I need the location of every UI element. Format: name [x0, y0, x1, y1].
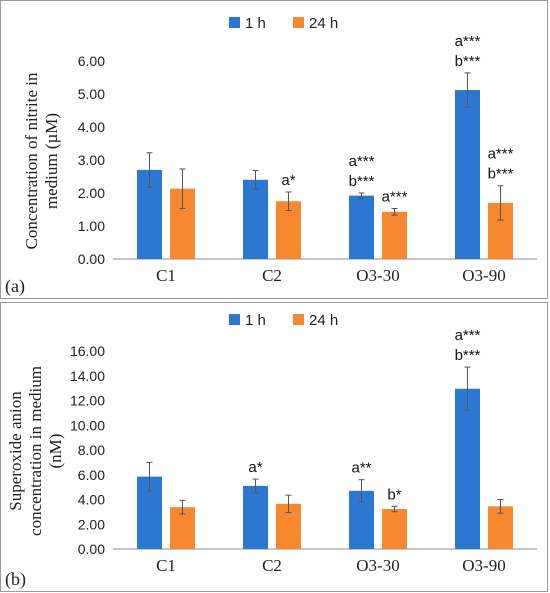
y-axis-title: (nM) — [46, 434, 65, 469]
y-axis-title: Concentration of nitrite in — [22, 72, 41, 250]
bar-1h — [455, 90, 480, 259]
x-category-label: C2 — [262, 556, 282, 575]
legend-swatch-1 — [293, 17, 304, 28]
x-category-label: O3-30 — [356, 556, 399, 575]
chart-panel-a: 1 h 24 h 0.00 1.00 2.00 3.00 4.00 5.00 6.00 Conce… — [0, 0, 548, 299]
bar-24h — [382, 211, 407, 259]
significance-label: a** — [351, 460, 371, 477]
legend-label-0: 1 h — [245, 312, 266, 329]
legend-label-1: 24 h — [309, 15, 338, 32]
significance-label: a*** — [382, 189, 408, 206]
legend-swatch-0 — [229, 17, 240, 28]
legend-label-1: 24 h — [309, 312, 338, 329]
y-tick-label: 6.00 — [78, 467, 105, 483]
chart-panel-b: 1 h 24 h 0.00 2.00 4.00 6.00 8.00 10.00 12.00 14.… — [0, 302, 548, 592]
y-tick-label: 0.00 — [78, 251, 105, 267]
y-tick-label: 16.00 — [70, 343, 105, 359]
bar-1h — [455, 388, 480, 549]
significance-label: a*** — [349, 153, 375, 170]
y-tick-label: 3.00 — [78, 152, 105, 168]
x-category-label: O3-90 — [462, 556, 505, 575]
nitrite-chart: 1 h 24 h 0.00 1.00 2.00 3.00 4.00 5.00 6.00 Conce… — [5, 15, 537, 297]
panel-label: (a) — [5, 276, 25, 297]
y-tick-label: 0.00 — [78, 541, 105, 557]
y-tick-label: 14.00 — [70, 368, 105, 384]
bar-1h — [349, 195, 374, 259]
x-category-label: O3-90 — [462, 266, 505, 285]
y-tick-label: 2.00 — [78, 516, 105, 532]
panel-label: (b) — [5, 569, 26, 590]
superoxide-chart: 1 h 24 h 0.00 2.00 4.00 6.00 8.00 10.00 12.00 14.… — [5, 312, 537, 590]
y-tick-label: 6.00 — [78, 53, 105, 69]
legend-swatch-1 — [293, 314, 304, 325]
y-tick-label: 4.00 — [78, 492, 105, 508]
y-axis-title: concentration in medium — [26, 366, 45, 536]
bar-24h — [382, 509, 407, 549]
y-tick-label: 12.00 — [70, 393, 105, 409]
legend-swatch-0 — [229, 314, 240, 325]
significance-label: b*** — [488, 166, 514, 183]
significance-label: a*** — [455, 327, 481, 344]
y-axis-title: Superoxide anion — [6, 391, 25, 511]
bar-1h — [243, 179, 268, 259]
significance-label: b*** — [455, 347, 481, 364]
significance-label: a* — [281, 172, 295, 189]
y-tick-label: 1.00 — [78, 218, 105, 234]
significance-label: b*** — [349, 173, 375, 190]
y-tick-label: 10.00 — [70, 417, 105, 433]
significance-label: a* — [248, 459, 262, 476]
x-category-label: C2 — [262, 266, 282, 285]
significance-label: a*** — [455, 33, 481, 50]
y-tick-label: 2.00 — [78, 185, 105, 201]
significance-label: b*** — [455, 53, 481, 70]
y-axis-title: medium (µM) — [42, 113, 61, 209]
significance-label: b* — [387, 486, 401, 503]
x-category-label: O3-30 — [356, 266, 399, 285]
x-category-label: C1 — [156, 556, 176, 575]
x-category-label: C1 — [156, 266, 176, 285]
y-tick-label: 8.00 — [78, 442, 105, 458]
bar-1h — [243, 485, 268, 549]
y-tick-label: 4.00 — [78, 119, 105, 135]
significance-label: a*** — [488, 146, 514, 163]
y-tick-label: 5.00 — [78, 86, 105, 102]
legend-label-0: 1 h — [245, 15, 266, 32]
